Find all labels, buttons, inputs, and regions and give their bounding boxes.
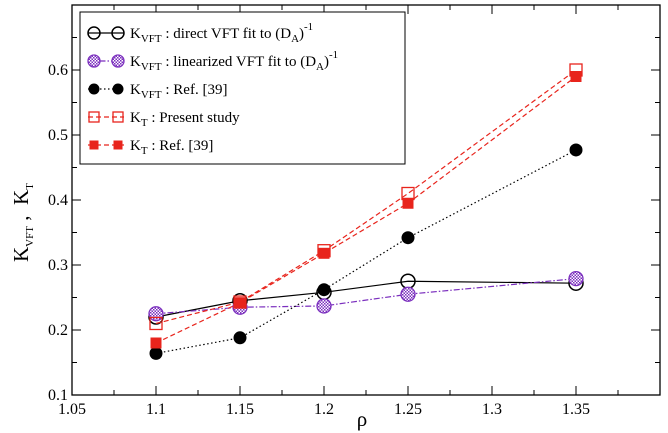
- series-kt_ref: [150, 71, 582, 349]
- data-point-vft_ref: [317, 283, 331, 297]
- legend-marker-kt_present: [112, 111, 124, 123]
- x-tick-label: 1.05: [58, 401, 86, 418]
- x-tick-label: 1.15: [226, 401, 254, 418]
- y-tick-label: 0.3: [48, 257, 68, 274]
- data-point-kt_ref: [402, 197, 414, 209]
- legend-marker-direct: [87, 26, 101, 40]
- legend-label-vft_ref: KVFT : Ref. [39]: [130, 82, 227, 101]
- x-tick-label: 1.3: [482, 401, 502, 418]
- data-point-vft_ref: [569, 143, 583, 157]
- legend-label-kt_ref: KT : Ref. [39]: [130, 138, 213, 157]
- series-line-vft_ref: [155, 149, 577, 354]
- data-point-linearized: [568, 270, 584, 287]
- legend-entry-vft_ref: KVFT : Ref. [39]: [88, 82, 227, 101]
- y-tick-label: 0.6: [48, 62, 68, 79]
- legend-marker-direct: [111, 26, 125, 40]
- legend-entry-linearized: KVFT : linearized VFT fit to (DA)-1: [87, 49, 338, 73]
- y-tick-label: 0.5: [48, 127, 68, 144]
- y-tick-label: 0.4: [48, 192, 68, 209]
- legend-marker-vft_ref: [88, 83, 100, 95]
- axis-ticks: 1.05 1.1 1.15 1.2 1.25 1.3 1.35 0.1 0.2 0.3 0.4 0.5…: [48, 5, 660, 418]
- data-point-linearized: [400, 286, 416, 302]
- legend-label-linearized: KVFT : linearized VFT fit to (DA)-1: [130, 49, 338, 73]
- y-tick-label: 0.2: [48, 322, 68, 339]
- y-axis-label: KVFT , KT: [9, 183, 36, 262]
- data-point-kt_ref: [234, 297, 246, 309]
- legend-marker-kt_present: [88, 111, 100, 123]
- legend-marker-linearized: [111, 54, 125, 68]
- x-tick-label: 1.2: [314, 401, 334, 418]
- data-point-kt_ref: [318, 247, 330, 259]
- series-line-linearized: [155, 278, 577, 315]
- legend-marker-vft_ref: [112, 83, 124, 95]
- data-point-vft_ref: [401, 231, 415, 245]
- data-point-kt_ref: [150, 337, 162, 349]
- x-axis-label: ρ: [357, 407, 367, 431]
- series-vft_ref: [149, 143, 583, 360]
- series-linearized: [148, 270, 584, 322]
- data-point-kt_present: [149, 316, 163, 331]
- data-point-vft_ref: [149, 346, 163, 360]
- x-tick-label: 1.1: [146, 401, 166, 418]
- data-point-kt_present: [401, 186, 415, 201]
- series-direct: [148, 273, 584, 325]
- data-point-kt_ref: [570, 71, 582, 82]
- legend-marker-linearized: [87, 54, 101, 68]
- x-tick-label: 1.25: [394, 401, 422, 418]
- series-layer: [148, 63, 584, 360]
- legend-label-direct: KVFT : direct VFT fit to (DA)-1: [130, 21, 313, 45]
- series-line-direct: [155, 280, 577, 318]
- data-point-linearized: [148, 306, 164, 322]
- legend-entry-direct: KVFT : direct VFT fit to (DA)-1: [87, 21, 313, 45]
- legend-entry-kt_ref: KT : Ref. [39]: [88, 138, 213, 157]
- y-tick-label: 0.1: [48, 387, 68, 404]
- legend-label-kt_present: KT : Present study: [130, 110, 240, 129]
- legend: KVFT : direct VFT fit to (DA)-1 KVFT : li…: [79, 11, 406, 165]
- legend-box: [79, 11, 406, 165]
- legend-entry-kt_present: KT : Present study: [88, 110, 240, 129]
- data-point-vft_ref: [233, 331, 247, 345]
- legend-marker-kt_ref: [89, 140, 99, 150]
- data-point-linearized: [316, 298, 332, 314]
- legend-marker-kt_ref: [113, 140, 123, 150]
- x-tick-label: 1.35: [562, 401, 590, 418]
